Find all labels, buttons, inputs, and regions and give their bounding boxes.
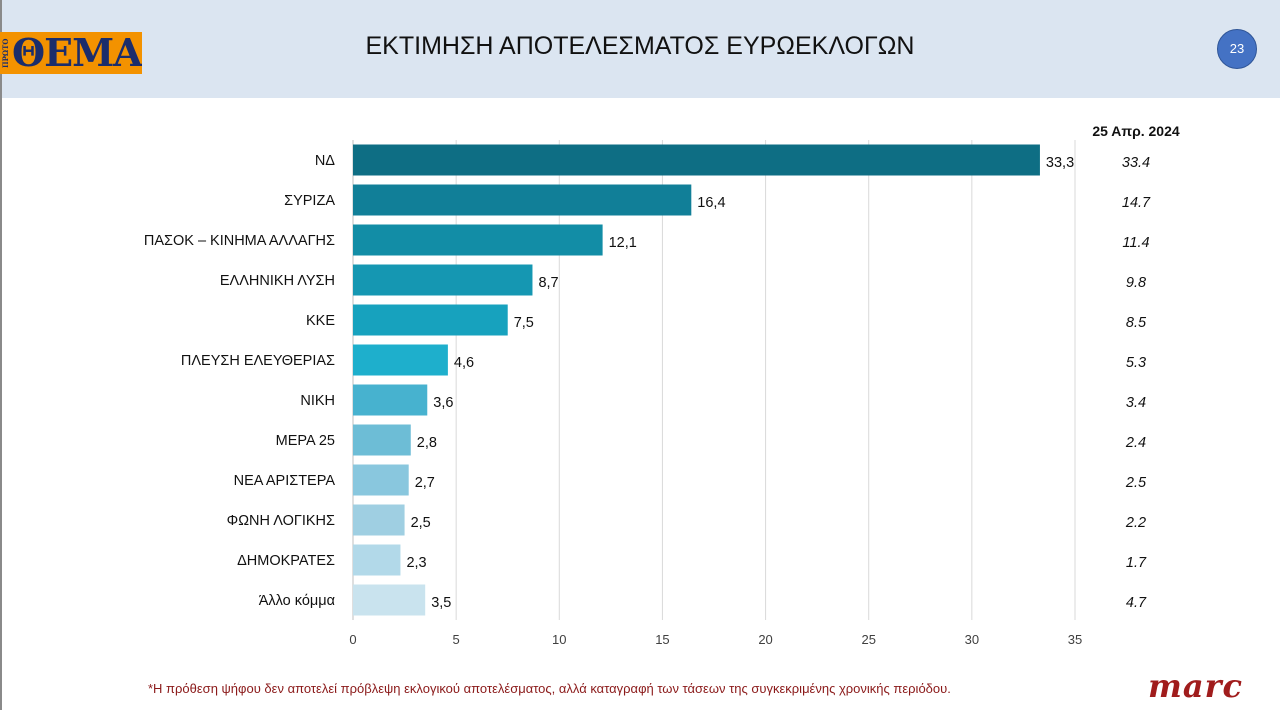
page-title: ΕΚΤΙΜΗΣΗ ΑΠΟΤΕΛΕΣΜΑΤΟΣ ΕΥΡΩΕΚΛΟΓΩΝ — [365, 32, 915, 60]
logo: ΠΡΩΤΟ ΘΕΜΑ — [0, 32, 142, 74]
bar-chart: 0 5 10 15 20 25 30 35 25 Απρ. 2024 ΝΔ 33,3 33.4 ΣΥΡΙ… — [144, 123, 1180, 647]
previous-value: 2.5 — [1125, 475, 1147, 491]
data-label: 2,7 — [415, 475, 435, 491]
previous-value: 9.8 — [1126, 275, 1146, 291]
left-border — [0, 0, 2, 710]
previous-value: 8.5 — [1126, 315, 1147, 331]
data-label: 2,3 — [406, 555, 426, 571]
category-label: ΕΛΛΗΝΙΚΗ ΛΥΣΗ — [220, 273, 335, 289]
category-label: ΠΑΣΟΚ – ΚΙΝΗΜΑ ΑΛΛΑΓΗΣ — [144, 233, 335, 249]
bar — [353, 424, 411, 456]
previous-value: 33.4 — [1122, 155, 1150, 171]
category-label: ΝΔ — [315, 153, 335, 169]
x-tick-label: 30 — [965, 632, 979, 647]
previous-value: 5.3 — [1126, 355, 1146, 371]
bar — [353, 504, 405, 536]
x-tick-label: 5 — [453, 632, 460, 647]
data-label: 2,8 — [417, 435, 437, 451]
previous-value: 2.4 — [1125, 435, 1146, 451]
x-tick-label: 0 — [349, 632, 356, 647]
previous-value: 2.2 — [1125, 515, 1146, 531]
data-label: 3,5 — [431, 595, 451, 611]
header-band — [0, 0, 1280, 98]
brand-logo: marc — [1148, 667, 1243, 705]
data-label: 4,6 — [454, 355, 474, 371]
page-number-badge: 23 — [1217, 29, 1257, 69]
x-tick-label: 20 — [758, 632, 772, 647]
bar — [353, 584, 426, 616]
logo-text: ΘΕΜΑ — [12, 32, 142, 74]
x-tick-label: 10 — [552, 632, 566, 647]
footnote: *Η πρόθεση ψήφου δεν αποτελεί πρόβλεψη ε… — [148, 681, 951, 696]
bar — [353, 304, 508, 336]
bar — [353, 224, 603, 256]
x-tick-label: 25 — [861, 632, 875, 647]
previous-value: 11.4 — [1122, 235, 1149, 251]
category-label: ΠΛΕΥΣΗ ΕΛΕΥΘΕΡΙΑΣ — [181, 353, 335, 369]
bar — [353, 544, 401, 576]
previous-value: 14.7 — [1122, 195, 1151, 211]
x-tick-label: 15 — [655, 632, 669, 647]
data-label: 16,4 — [697, 195, 725, 211]
data-label: 12,1 — [609, 235, 637, 251]
bar — [353, 464, 409, 496]
previous-value: 1.7 — [1126, 555, 1147, 571]
data-label: 3,6 — [433, 395, 453, 411]
previous-column-header: 25 Απρ. 2024 — [1092, 123, 1180, 139]
data-label: 2,5 — [411, 515, 431, 531]
x-tick-label: 35 — [1068, 632, 1082, 647]
category-label: ΜΕΡΑ 25 — [276, 433, 335, 449]
data-label: 7,5 — [514, 315, 534, 331]
bar — [353, 184, 692, 216]
category-label: ΔΗΜΟΚΡΑΤΕΣ — [237, 553, 335, 569]
bar — [353, 264, 533, 296]
category-label: ΝΕΑ ΑΡΙΣΤΕΡΑ — [234, 473, 336, 489]
bar — [353, 144, 1040, 176]
category-label: ΣΥΡΙΖΑ — [284, 193, 335, 209]
previous-value: 4.7 — [1126, 595, 1147, 611]
category-label: Άλλο κόμμα — [259, 593, 335, 609]
data-label: 8,7 — [538, 275, 558, 291]
category-label: ΝΙΚΗ — [300, 393, 335, 409]
data-label: 33,3 — [1046, 155, 1074, 171]
bar — [353, 344, 448, 376]
bar — [353, 384, 428, 416]
category-label: ΦΩΝΗ ΛΟΓΙΚΗΣ — [227, 513, 335, 529]
previous-value: 3.4 — [1126, 395, 1146, 411]
category-label: ΚΚΕ — [306, 313, 335, 329]
logo-small-text: ΠΡΩΤΟ — [1, 38, 10, 68]
